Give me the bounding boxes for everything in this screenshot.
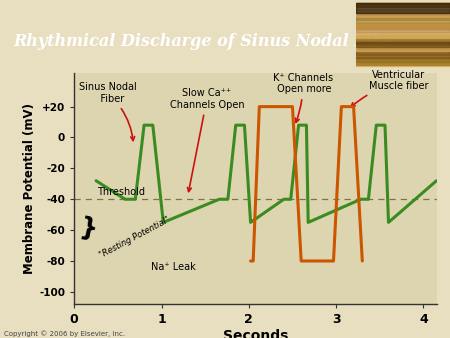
Bar <box>356 59 450 65</box>
Bar <box>356 24 450 29</box>
X-axis label: Seconds: Seconds <box>223 329 288 338</box>
Text: K⁺ Channels
 Open more: K⁺ Channels Open more <box>273 73 333 122</box>
Text: Threshold: Threshold <box>97 187 145 197</box>
Bar <box>356 3 450 13</box>
Text: Copyright © 2006 by Elsevier, Inc.: Copyright © 2006 by Elsevier, Inc. <box>4 331 126 337</box>
Bar <box>356 24 450 29</box>
Bar <box>356 3 450 5</box>
Bar <box>356 23 450 28</box>
Bar <box>356 49 450 55</box>
Text: Na⁺ Leak: Na⁺ Leak <box>151 262 196 272</box>
Bar <box>356 18 450 23</box>
Bar <box>356 3 450 7</box>
Y-axis label: Membrane Potential (mV): Membrane Potential (mV) <box>23 103 36 274</box>
Bar <box>356 24 450 29</box>
Text: "Resting Potential": "Resting Potential" <box>98 215 172 260</box>
Bar <box>356 15 450 20</box>
Bar <box>356 38 450 43</box>
Bar <box>356 54 450 59</box>
Bar <box>356 27 450 32</box>
Text: Ventricular
Muscle fiber: Ventricular Muscle fiber <box>351 70 429 107</box>
Text: }: } <box>78 215 100 242</box>
Bar <box>356 44 450 49</box>
Bar <box>356 23 450 28</box>
Bar <box>356 46 450 51</box>
Bar <box>356 60 450 65</box>
Bar <box>356 43 450 48</box>
Bar <box>356 9 450 14</box>
Bar <box>356 33 450 38</box>
Bar <box>356 61 450 66</box>
Bar <box>356 34 450 40</box>
Bar <box>356 43 450 48</box>
Bar <box>356 51 450 56</box>
Bar <box>356 52 450 57</box>
Bar <box>356 3 450 5</box>
Bar <box>356 58 450 63</box>
Bar <box>356 42 450 47</box>
Text: Sinus Nodal
   Fiber: Sinus Nodal Fiber <box>79 82 136 141</box>
Bar <box>356 58 450 64</box>
Text: Slow Ca⁺⁺
Channels Open: Slow Ca⁺⁺ Channels Open <box>170 88 244 192</box>
Bar <box>356 57 450 62</box>
Text: Rhythmical Discharge of Sinus Nodal Fiber: Rhythmical Discharge of Sinus Nodal Fibe… <box>14 33 402 50</box>
